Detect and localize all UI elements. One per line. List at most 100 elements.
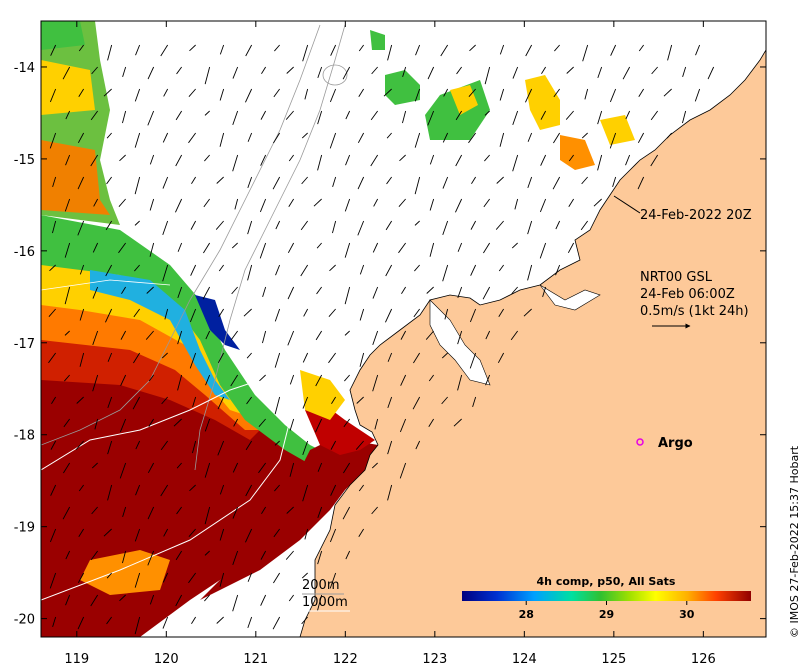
current-vector: [315, 330, 323, 341]
current-vector: [316, 286, 322, 295]
current-vector: [359, 352, 365, 367]
current-vector: [245, 88, 253, 103]
x-tick-label: 120: [154, 652, 179, 667]
current-vector: [682, 66, 687, 78]
current-vector: [332, 220, 337, 234]
current-vector: [358, 528, 365, 538]
current-vector: [134, 528, 141, 542]
current-vector: [273, 132, 281, 144]
x-tick-label: 126: [691, 652, 716, 667]
current-vector: [217, 352, 225, 364]
current-vector: [622, 66, 631, 80]
current-vector: [189, 352, 197, 369]
current-vector: [147, 66, 155, 80]
current-vector: [232, 506, 239, 519]
y-tick-label: -15: [14, 153, 35, 168]
current-vector: [120, 330, 127, 340]
current-vector: [638, 88, 645, 98]
current-vector: [217, 440, 225, 456]
current-vector: [273, 88, 280, 98]
current-vector: [288, 154, 294, 162]
current-vector: [218, 264, 224, 272]
current-vector: [260, 594, 267, 606]
current-vector: [135, 440, 141, 450]
current-vector: [118, 198, 126, 207]
current-vector: [219, 132, 225, 147]
current-vector: [188, 572, 196, 584]
current-vector: [332, 176, 337, 188]
current-vector: [331, 396, 337, 404]
current-vector: [285, 550, 294, 560]
current-vector: [387, 440, 393, 455]
current-vector: [345, 154, 351, 166]
x-tick-label: 122: [333, 652, 358, 667]
current-vector: [135, 484, 141, 496]
isobath-1000-label: 1000m: [302, 595, 348, 610]
current-vector: [90, 594, 99, 607]
current-vector: [425, 330, 434, 340]
current-vector: [444, 308, 449, 320]
current-vector: [119, 418, 127, 433]
current-vector: [189, 484, 196, 492]
current-vector: [344, 242, 351, 258]
current-vector: [134, 88, 141, 102]
current-vector: [190, 220, 197, 230]
current-vector: [188, 528, 196, 537]
current-vector: [511, 286, 518, 295]
current-vector: [147, 462, 155, 474]
current-vector: [525, 44, 533, 57]
current-vector: [356, 396, 364, 404]
current-vector: [232, 66, 239, 79]
current-vector: [64, 374, 70, 382]
current-vector: [400, 330, 407, 340]
current-vector: [50, 44, 57, 56]
current-vector: [259, 198, 267, 213]
current-vector: [79, 352, 85, 367]
current-vector: [119, 154, 126, 162]
current-vector: [92, 330, 99, 346]
current-vector: [597, 154, 603, 171]
current-vector: [65, 154, 71, 166]
current-vector: [372, 374, 379, 392]
current-vector: [386, 132, 392, 139]
current-vector: [149, 242, 155, 257]
current-vector: [103, 88, 112, 97]
current-vector: [289, 374, 295, 385]
current-vector: [540, 110, 547, 120]
current-vector: [497, 352, 505, 364]
current-vector: [457, 330, 463, 345]
current-vector: [317, 154, 323, 171]
current-vector: [285, 110, 294, 120]
current-vector: [62, 66, 71, 80]
current-vector: [372, 330, 379, 346]
pass-time-leader: [613, 195, 641, 214]
current-vector: [498, 308, 505, 318]
current-vector: [414, 176, 421, 195]
current-vector: [302, 352, 309, 363]
current-vector: [457, 374, 463, 391]
current-vector: [330, 440, 337, 450]
current-vector: [148, 374, 154, 382]
current-vector: [413, 308, 420, 318]
current-vector: [387, 396, 393, 408]
x-tick-label: 125: [601, 652, 626, 667]
current-vector: [541, 66, 547, 74]
current-vector: [105, 264, 113, 277]
current-vector: [539, 242, 547, 259]
current-vector: [119, 462, 127, 479]
current-vector: [149, 594, 155, 605]
current-vector: [667, 44, 673, 61]
current-vector: [247, 616, 253, 628]
current-vector: [609, 88, 617, 103]
current-vector: [49, 132, 57, 149]
current-vector: [402, 110, 407, 124]
colorbar: [462, 591, 751, 601]
current-vector: [385, 264, 393, 277]
current-vector: [65, 594, 71, 606]
current-vector: [230, 374, 239, 387]
current-vector: [442, 220, 449, 236]
current-vector: [582, 44, 589, 62]
isobaths: [41, 24, 348, 601]
current-vector: [177, 374, 183, 391]
current-vector: [146, 286, 154, 294]
